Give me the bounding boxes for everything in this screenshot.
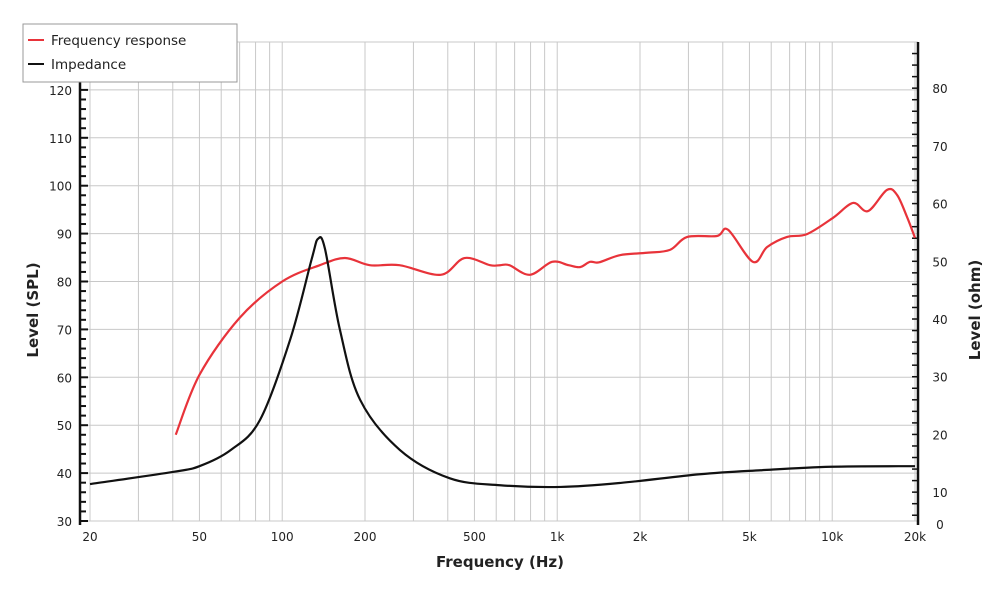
- y2-tick-label: 30: [932, 371, 947, 385]
- y-tick-label: 120: [49, 84, 72, 98]
- tick-labels: 20 50 100 200 500 1k 2k 5k 10k 20k304050607080901…: [49, 82, 948, 544]
- frequency-response-line: [174, 187, 917, 436]
- y2-tick-label: 40: [932, 313, 947, 327]
- grid: [80, 41, 918, 522]
- y2-tick-label: 70: [932, 140, 947, 154]
- x-tick-label: 200: [354, 530, 377, 544]
- legend-label-frequency-response: Frequency response: [51, 33, 186, 49]
- legend: Frequency response Impedance: [22, 23, 238, 83]
- y2-tick-label: 50: [932, 255, 947, 269]
- y-axis-title: Level (SPL): [24, 262, 42, 357]
- y2-tick-label: 10: [932, 486, 947, 500]
- y2-axis-title: Level (ohm): [966, 260, 984, 360]
- x-tick-label: 1k: [550, 530, 565, 544]
- x-tick-label: 20k: [904, 530, 926, 544]
- x-tick-label: 2k: [633, 530, 648, 544]
- axes: [78, 42, 920, 525]
- x-tick-label: 100: [271, 530, 294, 544]
- y-tick-label: 60: [57, 371, 72, 385]
- y-tick-label: 30: [57, 515, 72, 529]
- impedance-line: [89, 236, 916, 489]
- y-tick-label: 90: [57, 228, 72, 242]
- x-tick-label: 10k: [821, 530, 843, 544]
- x-tick-label: 20: [82, 530, 97, 544]
- y-tick-label: 110: [49, 132, 72, 146]
- legend-label-impedance: Impedance: [51, 57, 126, 73]
- y-tick-label: 40: [57, 467, 72, 481]
- x-tick-label: 5k: [742, 530, 757, 544]
- x-tick-label: 500: [463, 530, 486, 544]
- y-tick-label: 80: [57, 276, 72, 290]
- y2-tick-label: 20: [932, 428, 947, 442]
- y2-tick-label: 60: [932, 198, 947, 212]
- y2-tick-label: 80: [932, 82, 947, 96]
- y-tick-label: 50: [57, 419, 72, 433]
- y2-tick-label: 0: [936, 518, 944, 532]
- y-tick-label: 100: [49, 180, 72, 194]
- y-tick-label: 70: [57, 323, 72, 337]
- series-lines: [89, 187, 917, 489]
- x-tick-label: 50: [192, 530, 207, 544]
- legend-box: [22, 23, 238, 83]
- x-axis-title: Frequency (Hz): [436, 553, 564, 571]
